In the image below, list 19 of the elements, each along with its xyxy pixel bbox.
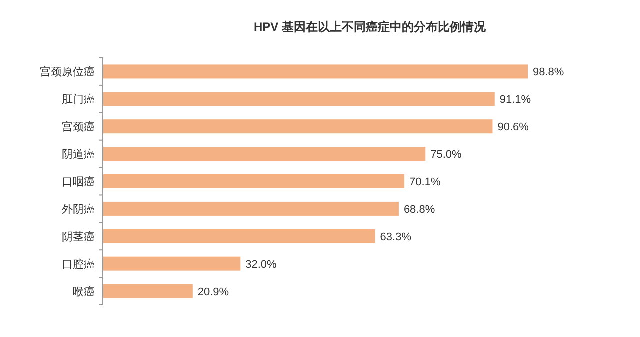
data-label: 90.6% (498, 122, 530, 134)
y-tick-label: 喉癌 (73, 285, 95, 298)
data-label: 70.1% (410, 176, 441, 188)
y-tick-label: 口咽癌 (62, 176, 95, 188)
y-tick-label: 口腔癌 (62, 258, 95, 271)
data-label: 32.0% (246, 258, 278, 271)
y-tick-label: 宫颈癌 (62, 120, 95, 134)
data-label: 68.8% (404, 204, 436, 216)
chart-title: HPV 基因在以上不同癌症中的分布比例情况 (254, 20, 487, 34)
y-tick-label: 宫颈原位癌 (40, 66, 95, 79)
data-label: 20.9% (198, 286, 230, 298)
data-label: 98.8% (533, 66, 564, 79)
y-tick-label: 外阴癌 (62, 202, 95, 216)
data-label: 91.1% (500, 94, 532, 106)
data-label: 63.3% (380, 231, 412, 244)
y-tick-label: 阴道癌 (62, 148, 95, 162)
y-tick-label: 肛门癌 (62, 93, 95, 106)
y-tick-label: 阴茎癌 (62, 230, 95, 244)
data-label: 75.0% (430, 149, 462, 162)
